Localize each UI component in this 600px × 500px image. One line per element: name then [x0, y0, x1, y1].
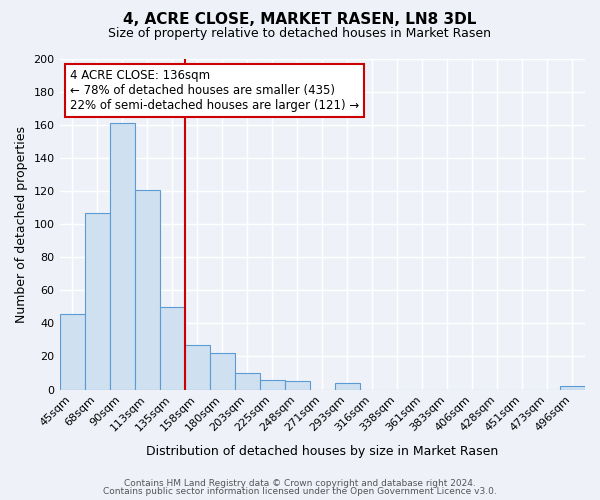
Bar: [160, 307, 185, 390]
Bar: [134, 190, 160, 390]
Text: Size of property relative to detached houses in Market Rasen: Size of property relative to detached ho…: [109, 28, 491, 40]
Y-axis label: Number of detached properties: Number of detached properties: [15, 126, 28, 323]
Text: Contains HM Land Registry data © Crown copyright and database right 2024.: Contains HM Land Registry data © Crown c…: [124, 478, 476, 488]
Bar: [185, 345, 209, 390]
Bar: [560, 386, 585, 390]
Bar: [209, 353, 235, 390]
Bar: [260, 380, 285, 390]
Text: 4, ACRE CLOSE, MARKET RASEN, LN8 3DL: 4, ACRE CLOSE, MARKET RASEN, LN8 3DL: [124, 12, 476, 28]
X-axis label: Distribution of detached houses by size in Market Rasen: Distribution of detached houses by size …: [146, 444, 499, 458]
Bar: [235, 373, 260, 390]
Text: Contains public sector information licensed under the Open Government Licence v3: Contains public sector information licen…: [103, 487, 497, 496]
Bar: [110, 124, 134, 390]
Bar: [59, 314, 85, 390]
Text: 4 ACRE CLOSE: 136sqm
← 78% of detached houses are smaller (435)
22% of semi-deta: 4 ACRE CLOSE: 136sqm ← 78% of detached h…: [70, 69, 359, 112]
Bar: [285, 382, 310, 390]
Bar: [85, 212, 110, 390]
Bar: [335, 383, 360, 390]
